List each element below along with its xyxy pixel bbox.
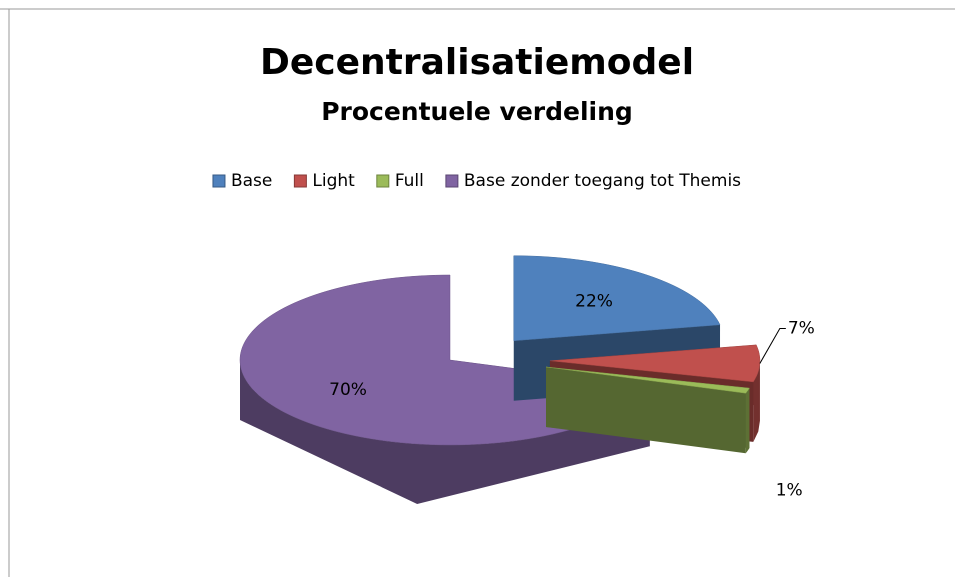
legend-swatch [445,174,459,188]
legend-label: Full [395,171,424,191]
legend-swatch [293,174,307,188]
slice-side [240,360,650,504]
pie: 70% 22% 7% 1% [239,255,815,504]
chart-subtitle: Procentuele verdeling [321,97,633,126]
data-label: 70% [329,380,367,400]
slice-side [745,388,750,454]
leader-line [759,327,786,364]
slice [545,366,750,394]
data-label: 7% [788,318,815,338]
legend-label: Base zonder toegang tot Themis [464,171,741,191]
legend-label: Light [312,171,355,191]
legend-swatch [212,174,226,188]
data-label: 22% [575,291,613,311]
slice [513,255,721,342]
slice-side [753,360,760,442]
legend: Base Light Full Base zonder toegang tot The… [212,171,741,191]
slice-wall [546,366,746,454]
slice-group: 1% [545,366,803,501]
data-label: 1% [776,481,803,501]
legend-swatch [376,174,390,188]
slice [549,344,761,383]
legend-label: Base [231,171,272,191]
chart-title: Decentralisatiemodel [260,42,694,83]
